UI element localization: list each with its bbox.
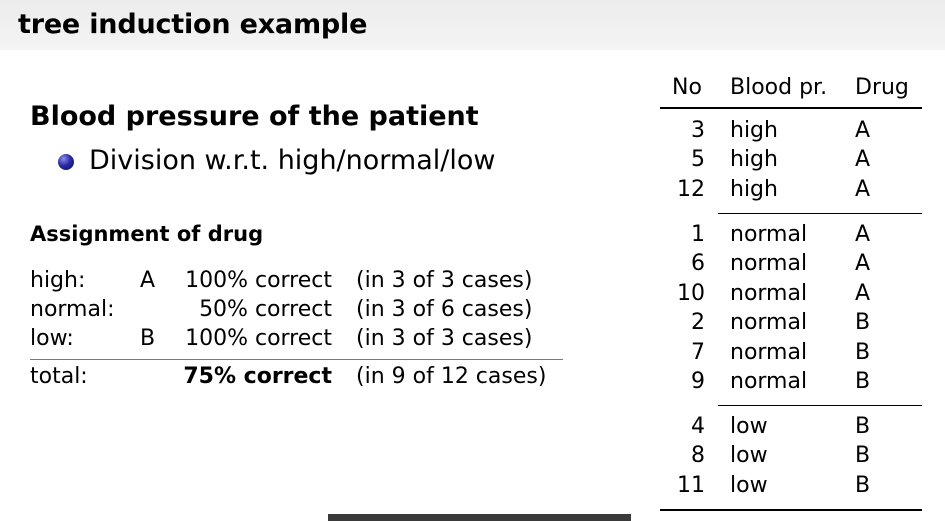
- cell-drug: A: [855, 281, 871, 306]
- table-row: 10 normal A: [660, 281, 930, 310]
- table-row: 6 normal A: [660, 251, 930, 280]
- assignment-row-low: low: B 100% correct (in 3 of 3 cases): [30, 326, 570, 355]
- cell-blood-pressure: normal: [730, 251, 808, 276]
- bullet-ball-icon: [58, 154, 74, 170]
- assignment-percent: 100% correct: [185, 268, 332, 293]
- cell-drug: B: [855, 414, 871, 439]
- group-divider: [718, 405, 922, 406]
- cell-no: 8: [691, 443, 705, 468]
- cell-blood-pressure: low: [730, 443, 768, 468]
- cell-no: 5: [691, 147, 705, 172]
- table-row: 11 low B: [660, 473, 930, 502]
- cell-blood-pressure: normal: [730, 369, 808, 394]
- table-row: 1 normal A: [660, 222, 930, 251]
- cell-drug: A: [855, 118, 871, 143]
- footer-bar: [328, 514, 631, 521]
- assignment-divider: [30, 359, 563, 360]
- cell-no: 7: [691, 340, 705, 365]
- cell-blood-pressure: normal: [730, 222, 808, 247]
- table-bottom-rule: [660, 509, 922, 511]
- cell-no: 2: [691, 310, 705, 335]
- cell-no: 11: [677, 473, 705, 498]
- cell-drug: B: [855, 310, 871, 335]
- table-row: 7 normal B: [660, 340, 930, 369]
- group-divider: [718, 213, 922, 214]
- assignment-label: normal:: [30, 297, 115, 322]
- cell-drug: A: [855, 222, 871, 247]
- cell-no: 10: [677, 281, 705, 306]
- cell-drug: B: [855, 340, 871, 365]
- cell-blood-pressure: high: [730, 118, 778, 143]
- cell-no: 4: [691, 414, 705, 439]
- total-label: total:: [30, 364, 88, 389]
- column-header-drug: Drug: [855, 75, 909, 100]
- assignment-drug: B: [140, 326, 156, 351]
- cell-blood-pressure: normal: [730, 340, 808, 365]
- assignment-row-normal: normal: 50% correct (in 3 of 6 cases): [30, 297, 570, 326]
- assignment-percent: 100% correct: [185, 326, 332, 351]
- assignment-label: low:: [30, 326, 74, 351]
- assignment-percent: 50% correct: [199, 297, 332, 322]
- cell-no: 6: [691, 251, 705, 276]
- assignment-cases: (in 3 of 3 cases): [356, 268, 533, 293]
- cell-drug: A: [855, 147, 871, 172]
- cell-drug: B: [855, 473, 871, 498]
- assignment-row-high: high: A 100% correct (in 3 of 3 cases): [30, 268, 570, 297]
- cell-drug: A: [855, 177, 871, 202]
- assignment-cases: (in 3 of 6 cases): [356, 297, 533, 322]
- cell-blood-pressure: high: [730, 147, 778, 172]
- cell-blood-pressure: normal: [730, 310, 808, 335]
- cell-blood-pressure: high: [730, 177, 778, 202]
- table-row: 2 normal B: [660, 310, 930, 339]
- cell-no: 12: [677, 177, 705, 202]
- cell-no: 1: [691, 222, 705, 247]
- assignment-row-total: total: 75% correct (in 9 of 12 cases): [30, 364, 570, 393]
- cell-no: 3: [691, 118, 705, 143]
- total-cases: (in 9 of 12 cases): [356, 364, 547, 389]
- slide-title: tree induction example: [18, 9, 368, 40]
- table-row: 3 high A: [660, 118, 930, 147]
- table-row: 5 high A: [660, 147, 930, 176]
- table-top-rule: [660, 107, 922, 109]
- table-row: 4 low B: [660, 414, 930, 443]
- total-percent: 75% correct: [183, 364, 332, 389]
- section-heading: Blood pressure of the patient: [30, 101, 479, 132]
- cell-no: 9: [691, 369, 705, 394]
- cell-drug: B: [855, 369, 871, 394]
- column-header-blood-pressure: Blood pr.: [730, 75, 828, 100]
- cell-drug: B: [855, 443, 871, 468]
- table-row: 8 low B: [660, 443, 930, 472]
- cell-blood-pressure: low: [730, 414, 768, 439]
- assignment-label: high:: [30, 268, 86, 293]
- assignment-cases: (in 3 of 3 cases): [356, 326, 533, 351]
- table-row: 9 normal B: [660, 369, 930, 398]
- cell-drug: A: [855, 251, 871, 276]
- table-row: 12 high A: [660, 177, 930, 206]
- column-header-no: No: [672, 75, 702, 100]
- slide-title-bar: tree induction example: [0, 0, 945, 50]
- assignment-drug: A: [140, 268, 156, 293]
- bullet-text: Division w.r.t. high/normal/low: [89, 145, 496, 176]
- cell-blood-pressure: low: [730, 473, 768, 498]
- assignment-heading: Assignment of drug: [30, 222, 264, 246]
- cell-blood-pressure: normal: [730, 281, 808, 306]
